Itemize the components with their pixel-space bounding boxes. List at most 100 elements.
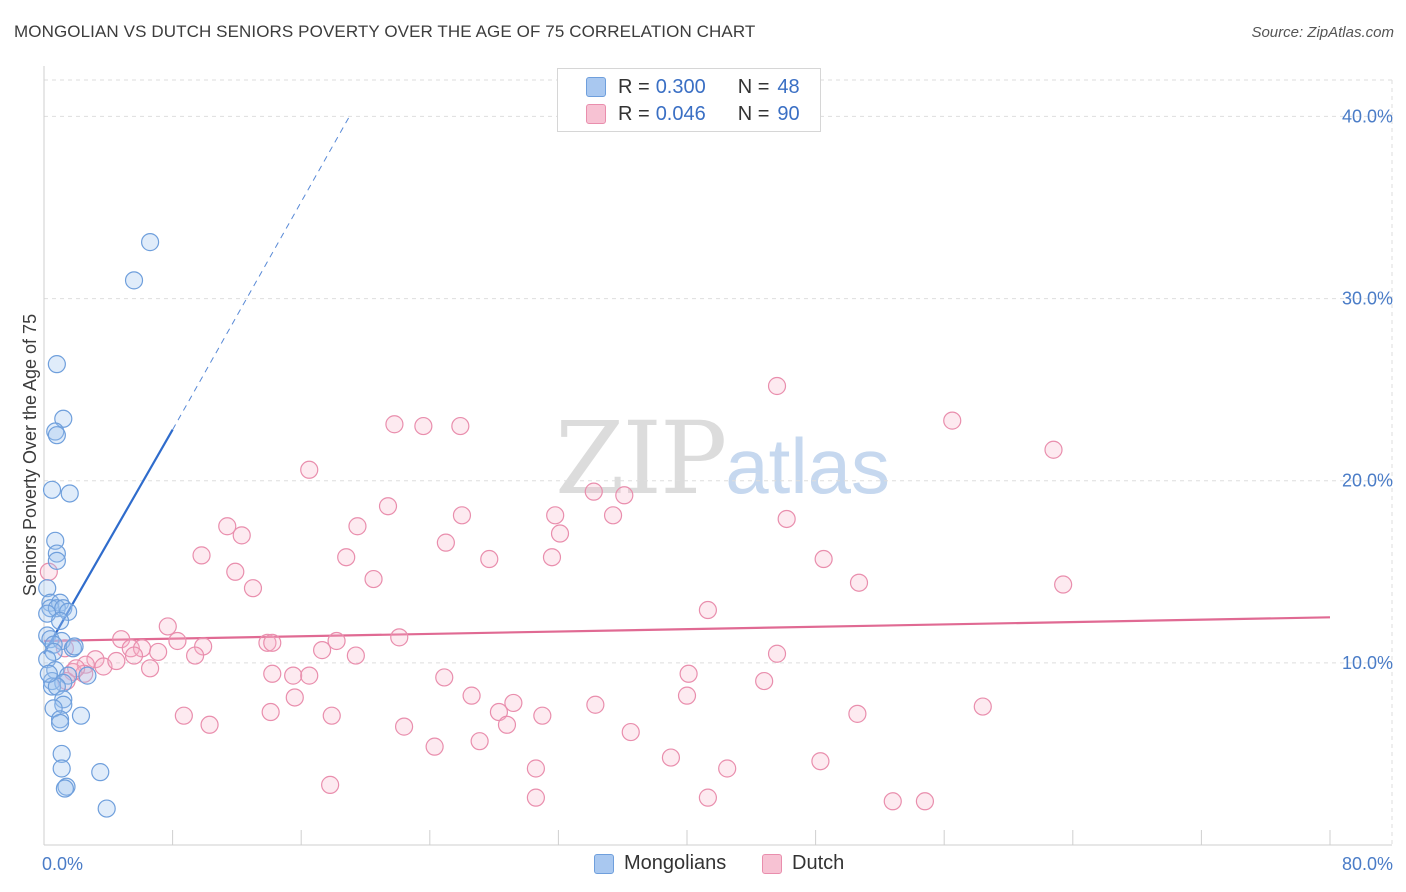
dutch-point	[158, 617, 177, 636]
tick-labels: 10.0% 20.0% 30.0% 40.0% 0.0% 80.0%	[42, 106, 1393, 874]
dutch-point	[915, 792, 935, 811]
dutch-point	[321, 775, 340, 794]
dutch-point	[718, 759, 737, 778]
mongolian-point	[60, 484, 79, 503]
dutch-point	[586, 695, 605, 714]
legend-row-dutch: R = 0.046 N = 90	[586, 101, 800, 127]
dutch-point	[767, 644, 787, 663]
dutch-point	[814, 549, 833, 569]
dutch-point	[698, 600, 717, 620]
dutch-point	[300, 666, 319, 685]
dutch-point	[542, 548, 562, 567]
legend-n-value: 90	[777, 102, 800, 125]
dutch-point	[480, 549, 499, 569]
dutch-point	[451, 416, 470, 436]
legend-label-mongolians: Mongolians	[624, 852, 727, 874]
mongolian-point	[50, 611, 70, 631]
dutch-point	[526, 759, 545, 778]
dutch-point	[243, 579, 263, 598]
dutch-point	[497, 715, 517, 734]
dutch-point	[394, 717, 414, 736]
dutch-point	[603, 506, 623, 525]
dutch-point	[677, 686, 697, 705]
dutch-point	[504, 693, 523, 713]
dutch-point	[546, 506, 565, 525]
dutch-point	[462, 686, 481, 705]
mongolian-point	[52, 759, 71, 778]
gridlines	[44, 79, 1393, 845]
mongolian-point	[54, 695, 73, 714]
dutch-point	[337, 548, 356, 567]
legend-item-dutch[interactable]: Dutch	[762, 852, 844, 875]
dutch-point	[526, 788, 545, 807]
dutch-point	[1044, 440, 1063, 459]
dutch-point	[755, 671, 774, 691]
y-tick-label: 10.0%	[1342, 653, 1393, 673]
dutch-point	[261, 702, 280, 722]
legend-swatch-mongolians	[594, 853, 614, 874]
mongolian-point	[38, 579, 57, 598]
mongolian-point	[54, 690, 73, 709]
dutch-point	[174, 706, 193, 725]
dutch-point	[470, 732, 489, 751]
dutch-point	[168, 631, 187, 651]
dutch-point	[435, 668, 454, 687]
dutch-point	[436, 533, 455, 552]
mongolian-point	[42, 480, 62, 499]
dutch-point	[327, 631, 346, 651]
axes	[43, 66, 1392, 846]
legend-n-value: 48	[777, 75, 800, 98]
dutch-point	[300, 460, 319, 479]
dutch-point	[621, 722, 640, 742]
dutch-point	[364, 569, 383, 589]
dutch-point	[200, 715, 219, 734]
dutch-point	[550, 524, 570, 543]
x-tick-label: 80.0%	[1342, 854, 1393, 874]
watermark-zip: ZIP	[555, 400, 727, 517]
legend-r-value: 0.046	[655, 102, 706, 125]
mongolian-point	[39, 664, 58, 683]
legend-r-value: 0.300	[655, 75, 706, 98]
dutch-point	[263, 633, 282, 652]
mongolian-point	[124, 271, 144, 290]
dutch-point	[346, 646, 365, 665]
dutch-point	[698, 788, 717, 807]
dutch-point	[973, 697, 992, 716]
legend-n-label: N =	[737, 102, 770, 125]
dutch-point	[322, 706, 341, 725]
dutch-point	[661, 748, 681, 767]
y-tick-label: 40.0%	[1342, 106, 1393, 126]
dutch-point	[112, 630, 131, 649]
dutch-point	[615, 486, 634, 505]
dutch-point	[284, 666, 303, 685]
dutch-point	[312, 641, 332, 660]
dutch-point	[1054, 575, 1073, 594]
mongolian-point	[65, 637, 84, 656]
correlation-legend: R = 0.300 N = 48 R = 0.046 N = 90	[557, 68, 821, 132]
mongolian-point	[44, 642, 63, 662]
dutch-point	[767, 376, 787, 396]
dutch-point	[124, 646, 144, 665]
dutch-points	[39, 376, 1073, 811]
mongolian-trend-extension	[172, 116, 350, 430]
mongolian-point	[41, 599, 60, 618]
dutch-point	[258, 633, 277, 652]
source-credit[interactable]: Source: ZipAtlas.com	[1251, 24, 1394, 41]
dutch-point	[192, 546, 211, 565]
dutch-point	[378, 497, 398, 516]
dutch-point	[883, 792, 902, 811]
dutch-point	[263, 664, 282, 683]
legend-swatch-mongolians	[586, 77, 606, 97]
watermark-atlas: atlas	[725, 422, 891, 510]
legend-swatch-dutch	[762, 853, 782, 874]
legend-item-mongolians[interactable]: Mongolians	[594, 852, 726, 875]
series-legend: Mongolians Dutch	[0, 852, 1406, 878]
dutch-point	[218, 517, 237, 536]
mongolian-point	[91, 763, 110, 782]
dutch-point	[584, 482, 603, 501]
dutch-point	[849, 573, 869, 592]
dutch-point	[414, 416, 433, 436]
chart-title: MONGOLIAN VS DUTCH SENIORS POVERTY OVER …	[14, 22, 756, 41]
legend-swatch-dutch	[586, 104, 606, 124]
